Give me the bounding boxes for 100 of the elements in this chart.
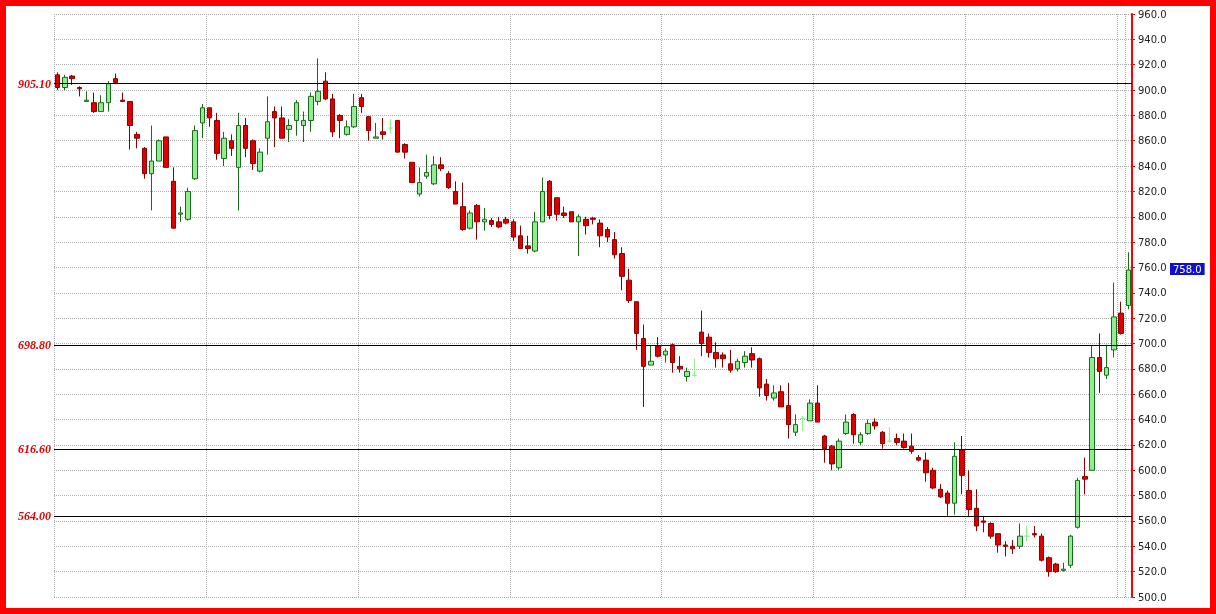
y-tick-label: 680.0 bbox=[1138, 363, 1167, 375]
candlestick bbox=[460, 182, 466, 232]
candlestick bbox=[467, 209, 473, 230]
candlestick bbox=[286, 118, 292, 143]
candlestick bbox=[771, 384, 777, 402]
candlestick bbox=[409, 161, 415, 184]
candlestick bbox=[127, 100, 133, 151]
candlestick bbox=[120, 92, 125, 102]
candlestick bbox=[605, 226, 610, 243]
candlestick bbox=[822, 434, 827, 464]
candlestick bbox=[619, 246, 625, 291]
candlestick bbox=[612, 231, 617, 260]
y-tick-label: 600.0 bbox=[1138, 464, 1167, 476]
candlestick bbox=[149, 125, 154, 211]
candlestick bbox=[330, 93, 335, 138]
candlestick bbox=[62, 74, 68, 91]
candlestick bbox=[1111, 282, 1117, 358]
candlestick bbox=[569, 211, 574, 223]
candlestick bbox=[1003, 540, 1008, 557]
candlestick bbox=[699, 310, 704, 357]
y-tick-label: 740.0 bbox=[1138, 287, 1167, 299]
candlestick bbox=[836, 438, 842, 471]
candlestick bbox=[663, 348, 668, 364]
candlestick bbox=[829, 444, 835, 471]
candlestick bbox=[272, 106, 277, 148]
y-tick-label: 720.0 bbox=[1138, 312, 1167, 324]
candlestick bbox=[974, 488, 979, 532]
candlestick bbox=[865, 419, 871, 436]
candlestick bbox=[178, 206, 183, 223]
candlestick bbox=[540, 176, 545, 223]
candlestick bbox=[207, 107, 212, 128]
candlestick bbox=[728, 349, 733, 374]
y-tick-label: 700.0 bbox=[1138, 338, 1167, 350]
candlestick bbox=[547, 179, 552, 220]
candlestick bbox=[764, 378, 769, 402]
candlestick bbox=[243, 117, 248, 158]
candlestick bbox=[359, 93, 364, 114]
candlestick bbox=[431, 155, 437, 186]
candlestick bbox=[69, 74, 75, 86]
y-tick-label: 520.0 bbox=[1138, 566, 1167, 578]
candlestick bbox=[337, 113, 343, 139]
y-tick-label: 540.0 bbox=[1138, 540, 1167, 552]
candlestick bbox=[757, 356, 762, 398]
candlestick bbox=[684, 367, 690, 383]
y-tick-label: 820.0 bbox=[1138, 185, 1167, 197]
candlestick bbox=[1089, 344, 1095, 471]
candlestick bbox=[1075, 477, 1080, 530]
candlestick bbox=[380, 117, 386, 140]
candlestick bbox=[626, 268, 632, 304]
candlestick bbox=[815, 384, 820, 423]
candlestick bbox=[438, 156, 444, 172]
candlestick bbox=[192, 125, 198, 181]
candlestick bbox=[532, 211, 538, 253]
candlestick bbox=[843, 414, 849, 436]
candlestick bbox=[648, 345, 654, 366]
y-tick-label: 620.0 bbox=[1138, 439, 1167, 451]
y-tick-label: 560.0 bbox=[1138, 515, 1167, 527]
candlestick bbox=[482, 207, 487, 232]
y-tick-label: 860.0 bbox=[1138, 135, 1167, 147]
candlestick bbox=[670, 343, 675, 374]
candlestick bbox=[366, 116, 371, 142]
candlestick bbox=[634, 301, 639, 351]
candlestick bbox=[641, 324, 646, 408]
y-tick-label: 900.0 bbox=[1138, 84, 1167, 96]
candlestick bbox=[163, 136, 169, 168]
candlestick bbox=[250, 138, 256, 171]
candlestick bbox=[265, 95, 270, 156]
candlestick bbox=[55, 71, 60, 91]
y-tick-label: 920.0 bbox=[1138, 59, 1167, 71]
ref-line-label: 616.60 bbox=[18, 442, 51, 457]
ref-line-label: 698.80 bbox=[18, 338, 51, 353]
candlestick bbox=[373, 122, 379, 139]
candlestick bbox=[395, 119, 400, 153]
candlestick bbox=[489, 217, 494, 228]
candlestick bbox=[778, 384, 784, 408]
candlestick bbox=[323, 71, 328, 101]
y-tick-label: 940.0 bbox=[1138, 33, 1167, 45]
candlestick bbox=[1039, 533, 1044, 563]
ref-line-label: 564.00 bbox=[18, 508, 51, 523]
candlestick bbox=[677, 355, 683, 374]
candlestick bbox=[880, 430, 885, 450]
y-tick-label: 660.0 bbox=[1138, 388, 1167, 400]
candlestick bbox=[966, 469, 972, 517]
candlestick bbox=[388, 118, 393, 134]
candlestick bbox=[1097, 332, 1102, 394]
candlestick bbox=[446, 170, 451, 190]
candlestick bbox=[597, 218, 603, 248]
candlestick bbox=[749, 346, 755, 369]
candlestick bbox=[1068, 534, 1073, 569]
y-tick-label: 840.0 bbox=[1138, 160, 1167, 172]
candlestick bbox=[1032, 525, 1037, 538]
ref-line-label: 905.10 bbox=[18, 76, 51, 91]
y-tick-label: 800.0 bbox=[1138, 211, 1167, 223]
candlestick bbox=[1118, 301, 1124, 336]
candlestick bbox=[945, 490, 950, 517]
candlestick bbox=[294, 99, 299, 137]
candlestick bbox=[91, 92, 97, 114]
y-tick-label: 580.0 bbox=[1138, 490, 1167, 502]
y-tick-label: 760.0 bbox=[1138, 261, 1167, 273]
candlestick bbox=[221, 131, 227, 167]
